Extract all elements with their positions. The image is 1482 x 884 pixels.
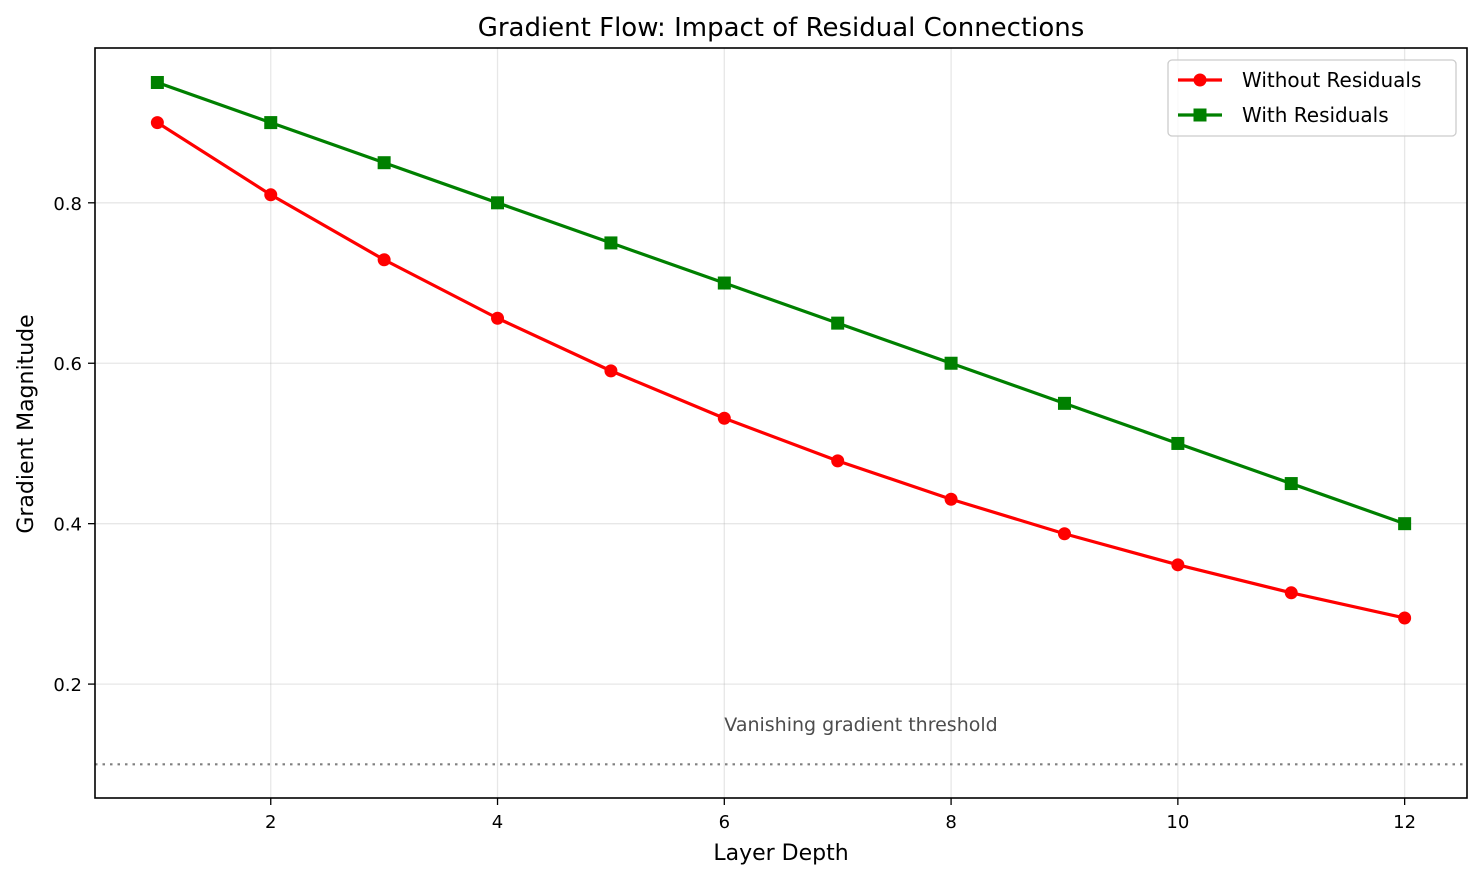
legend-label: Without Residuals bbox=[1242, 68, 1421, 92]
threshold-annotation: Vanishing gradient threshold bbox=[724, 714, 997, 736]
y-tick-label: 0.4 bbox=[53, 515, 82, 536]
series-line bbox=[155, 80, 1407, 526]
legend-box bbox=[1167, 59, 1457, 137]
legend-item: With Residuals bbox=[1178, 103, 1389, 127]
chart-title: Gradient Flow: Impact of Residual Connec… bbox=[478, 13, 1085, 43]
data-point bbox=[831, 316, 845, 330]
legend-label: With Residuals bbox=[1242, 103, 1389, 127]
data-point bbox=[717, 411, 731, 425]
x-tick-label: 8 bbox=[945, 812, 956, 833]
x-tick-label: 6 bbox=[719, 812, 730, 833]
data-point bbox=[1398, 517, 1412, 531]
x-axis-label: Layer Depth bbox=[713, 841, 848, 866]
data-point bbox=[491, 311, 505, 325]
data-point bbox=[1171, 558, 1185, 572]
data-point bbox=[264, 116, 278, 130]
legend: Without Residuals With Residuals bbox=[1167, 59, 1457, 137]
data-point bbox=[1057, 527, 1071, 541]
legend-marker bbox=[1193, 73, 1207, 87]
x-tick-label: 2 bbox=[265, 812, 276, 833]
y-tick-label: 0.8 bbox=[53, 194, 82, 215]
data-point bbox=[377, 253, 391, 267]
data-point bbox=[1284, 477, 1298, 491]
series-without-residuals bbox=[150, 116, 1412, 625]
legend-item: Without Residuals bbox=[1178, 68, 1421, 92]
x-tick-label: 12 bbox=[1393, 812, 1416, 833]
data-point bbox=[604, 364, 618, 378]
data-point bbox=[944, 492, 958, 506]
data-point bbox=[264, 188, 278, 202]
data-point bbox=[717, 276, 731, 290]
y-axis-label: Gradient Magnitude bbox=[14, 314, 39, 533]
data-point bbox=[1398, 611, 1412, 625]
plot-frame bbox=[94, 47, 1468, 799]
data-point bbox=[604, 236, 618, 250]
data-point bbox=[377, 156, 391, 170]
data-point bbox=[944, 356, 958, 370]
data-point bbox=[1284, 586, 1298, 600]
data-point bbox=[150, 75, 164, 89]
data-point bbox=[831, 454, 845, 468]
data-point bbox=[491, 196, 505, 210]
series-layer bbox=[150, 75, 1412, 625]
x-tick-label: 4 bbox=[492, 812, 503, 833]
y-tick-label: 0.2 bbox=[53, 675, 82, 696]
series-with-residuals bbox=[150, 75, 1412, 531]
data-point bbox=[150, 116, 164, 130]
data-point bbox=[1057, 396, 1071, 410]
series-line bbox=[155, 120, 1407, 620]
x-tick-label: 10 bbox=[1166, 812, 1189, 833]
legend-marker bbox=[1193, 108, 1207, 122]
data-point bbox=[1171, 436, 1185, 450]
axis-ticks: 2 4 6 8 10 12 0.2 0.4 0.6 0.8 bbox=[53, 194, 1416, 833]
y-tick-label: 0.6 bbox=[53, 354, 82, 375]
